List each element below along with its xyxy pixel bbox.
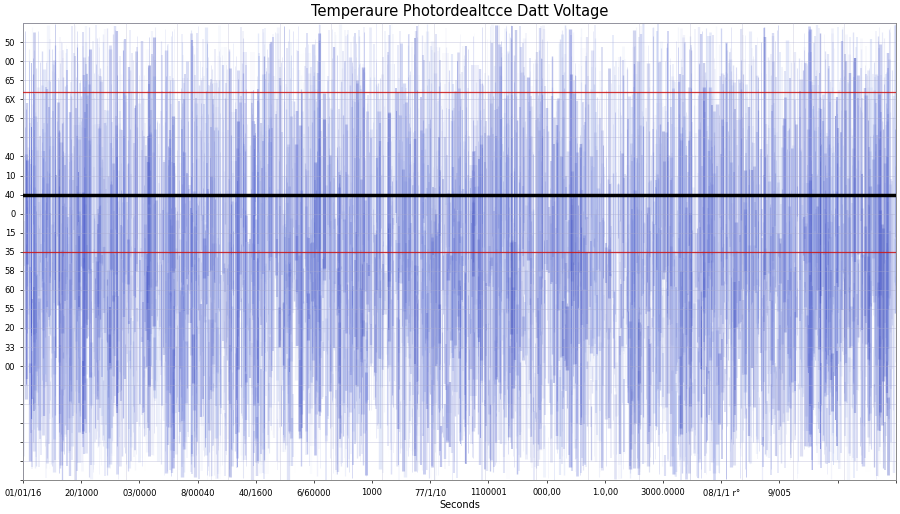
X-axis label: Seconds: Seconds <box>439 500 480 510</box>
Title: Temperaure Photordealtcce Datt Voltage: Temperaure Photordealtcce Datt Voltage <box>310 4 608 19</box>
